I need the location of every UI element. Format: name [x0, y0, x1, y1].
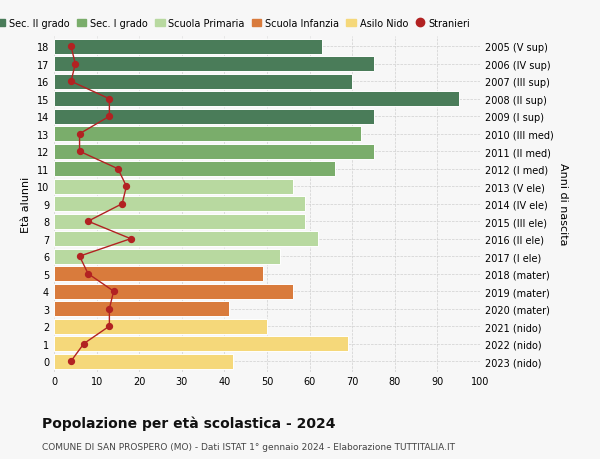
Bar	[54, 75, 352, 90]
Point	[104, 113, 114, 121]
Bar	[54, 232, 318, 246]
Bar	[54, 302, 229, 316]
Bar	[54, 92, 459, 107]
Y-axis label: Età alunni: Età alunni	[21, 176, 31, 232]
Point	[118, 201, 127, 208]
Point	[79, 340, 89, 347]
Bar	[54, 197, 305, 212]
Bar	[54, 354, 233, 369]
Bar	[54, 249, 280, 264]
Bar	[54, 57, 373, 72]
Bar	[54, 145, 373, 159]
Point	[126, 235, 136, 243]
Bar	[54, 267, 263, 281]
Bar	[54, 336, 348, 351]
Point	[113, 166, 123, 173]
Point	[104, 305, 114, 313]
Point	[66, 78, 76, 86]
Bar	[54, 127, 361, 142]
Text: Popolazione per età scolastica - 2024: Popolazione per età scolastica - 2024	[42, 415, 335, 430]
Point	[83, 270, 93, 278]
Point	[66, 44, 76, 51]
Point	[75, 253, 85, 260]
Point	[71, 61, 80, 68]
Bar	[54, 319, 267, 334]
Point	[83, 218, 93, 225]
Bar	[54, 110, 373, 124]
Bar	[54, 214, 305, 229]
Bar	[54, 162, 335, 177]
Y-axis label: Anni di nascita: Anni di nascita	[557, 163, 568, 246]
Point	[75, 131, 85, 138]
Text: COMUNE DI SAN PROSPERO (MO) - Dati ISTAT 1° gennaio 2024 - Elaborazione TUTTITAL: COMUNE DI SAN PROSPERO (MO) - Dati ISTAT…	[42, 442, 455, 451]
Point	[104, 96, 114, 103]
Bar	[54, 284, 293, 299]
Point	[75, 148, 85, 156]
Point	[66, 358, 76, 365]
Point	[122, 183, 131, 190]
Bar	[54, 40, 322, 55]
Legend: Sec. II grado, Sec. I grado, Scuola Primaria, Scuola Infanzia, Asilo Nido, Stran: Sec. II grado, Sec. I grado, Scuola Prim…	[0, 18, 470, 28]
Point	[104, 323, 114, 330]
Bar	[54, 179, 293, 194]
Point	[109, 288, 118, 295]
